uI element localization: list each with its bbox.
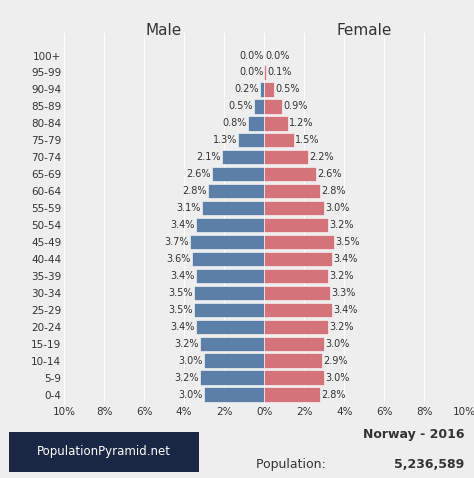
Text: 3.5%: 3.5% xyxy=(169,288,193,298)
Text: 3.5%: 3.5% xyxy=(169,305,193,315)
Text: 3.5%: 3.5% xyxy=(335,237,360,247)
Bar xyxy=(264,116,288,130)
Bar xyxy=(194,286,264,300)
Bar xyxy=(264,235,334,249)
Text: 0.0%: 0.0% xyxy=(239,51,263,61)
Bar xyxy=(264,286,330,300)
Text: 3.0%: 3.0% xyxy=(325,339,350,349)
Text: 3.2%: 3.2% xyxy=(329,220,354,230)
Bar xyxy=(264,218,328,232)
Bar xyxy=(192,252,264,266)
Bar xyxy=(208,184,264,198)
Text: Female: Female xyxy=(337,22,392,38)
Text: 3.4%: 3.4% xyxy=(333,254,358,264)
Text: 0.5%: 0.5% xyxy=(275,85,300,95)
Text: 2.8%: 2.8% xyxy=(321,186,346,196)
Text: 2.2%: 2.2% xyxy=(310,152,334,162)
Bar xyxy=(264,65,266,80)
Bar xyxy=(260,82,264,97)
Bar xyxy=(264,184,320,198)
Text: 3.4%: 3.4% xyxy=(333,305,358,315)
Text: 0.9%: 0.9% xyxy=(283,101,308,111)
Bar xyxy=(200,370,264,385)
Text: 2.6%: 2.6% xyxy=(187,169,211,179)
Text: 0.0%: 0.0% xyxy=(239,67,263,77)
Bar xyxy=(202,201,264,215)
Text: 0.5%: 0.5% xyxy=(229,101,253,111)
Text: 0.8%: 0.8% xyxy=(223,119,247,128)
Text: Male: Male xyxy=(146,22,182,38)
Bar xyxy=(264,252,332,266)
Bar xyxy=(254,99,264,114)
Bar xyxy=(196,320,264,334)
Bar xyxy=(204,353,264,368)
Text: 3.7%: 3.7% xyxy=(164,237,189,247)
Bar xyxy=(264,269,328,283)
Text: 3.4%: 3.4% xyxy=(171,322,195,332)
Text: 3.0%: 3.0% xyxy=(179,390,203,400)
Bar xyxy=(264,303,332,317)
Bar xyxy=(264,353,322,368)
Text: 3.4%: 3.4% xyxy=(171,271,195,281)
Text: 3.2%: 3.2% xyxy=(329,271,354,281)
Bar xyxy=(204,387,264,402)
Bar xyxy=(222,150,264,164)
Text: 3.4%: 3.4% xyxy=(171,220,195,230)
Text: 3.0%: 3.0% xyxy=(325,203,350,213)
Text: 3.6%: 3.6% xyxy=(167,254,191,264)
Bar xyxy=(200,337,264,351)
Text: 3.0%: 3.0% xyxy=(325,373,350,382)
Bar xyxy=(264,99,283,114)
Text: 3.2%: 3.2% xyxy=(174,339,199,349)
Text: 3.3%: 3.3% xyxy=(331,288,356,298)
Text: 1.3%: 1.3% xyxy=(213,135,237,145)
Bar xyxy=(264,82,274,97)
Text: 2.8%: 2.8% xyxy=(321,390,346,400)
Bar xyxy=(248,116,264,130)
Bar xyxy=(238,133,264,148)
Text: 0.2%: 0.2% xyxy=(235,85,259,95)
Text: Norway - 2016: Norway - 2016 xyxy=(363,427,465,441)
Text: 3.2%: 3.2% xyxy=(174,373,199,382)
Bar xyxy=(194,303,264,317)
Text: 1.5%: 1.5% xyxy=(295,135,320,145)
Bar xyxy=(264,387,320,402)
Bar xyxy=(264,150,308,164)
Text: 0.0%: 0.0% xyxy=(265,51,290,61)
Bar xyxy=(264,370,324,385)
Bar xyxy=(196,218,264,232)
Bar xyxy=(264,337,324,351)
Bar xyxy=(264,201,324,215)
Text: 3.1%: 3.1% xyxy=(177,203,201,213)
Text: 2.1%: 2.1% xyxy=(197,152,221,162)
Bar xyxy=(264,133,294,148)
Bar xyxy=(196,269,264,283)
Bar xyxy=(190,235,264,249)
Text: 2.6%: 2.6% xyxy=(317,169,342,179)
Bar xyxy=(212,167,264,181)
Text: PopulationPyramid.net: PopulationPyramid.net xyxy=(37,445,171,458)
Text: 2.9%: 2.9% xyxy=(323,356,348,366)
Text: 3.0%: 3.0% xyxy=(179,356,203,366)
Text: 5,236,589: 5,236,589 xyxy=(394,458,465,471)
Text: 0.1%: 0.1% xyxy=(267,67,292,77)
Bar xyxy=(264,167,316,181)
Text: 1.2%: 1.2% xyxy=(289,119,314,128)
Text: 3.2%: 3.2% xyxy=(329,322,354,332)
Text: 2.8%: 2.8% xyxy=(182,186,207,196)
Text: Population:: Population: xyxy=(256,458,330,471)
Bar xyxy=(264,320,328,334)
